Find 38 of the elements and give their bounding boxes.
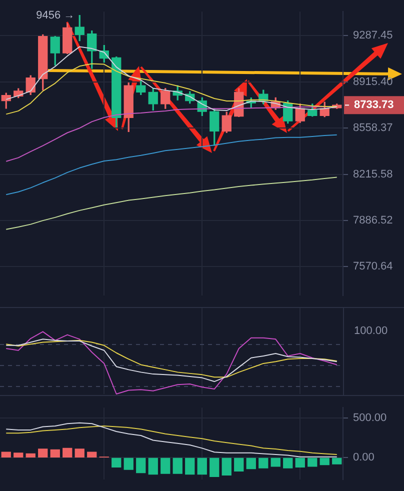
bar	[222, 458, 232, 476]
bar	[258, 458, 268, 468]
bar	[197, 458, 207, 475]
bar	[1, 452, 11, 458]
bar	[38, 448, 48, 458]
bar	[112, 458, 122, 468]
bar	[62, 448, 72, 458]
y-tick-label: 9287.45	[353, 30, 393, 42]
text: 9456 →	[36, 9, 75, 22]
bar	[283, 458, 293, 468]
bar	[172, 458, 182, 474]
bar	[295, 458, 305, 468]
bar	[160, 458, 170, 474]
bar	[210, 458, 220, 478]
bar	[50, 449, 60, 458]
bar	[308, 458, 318, 467]
y-tick-label: 7886.52	[353, 214, 393, 227]
bar	[332, 458, 342, 464]
text: 8733.73	[354, 99, 394, 112]
text: 100.00	[354, 325, 388, 338]
bar	[26, 453, 36, 458]
bar	[124, 458, 134, 470]
y-tick-label: 8215.58	[353, 168, 393, 180]
y-tick-label: 500.00	[353, 412, 387, 424]
bar	[74, 448, 84, 458]
bar	[320, 458, 330, 466]
bar	[185, 458, 195, 475]
bar	[148, 458, 158, 475]
y-tick-label: 7570.64	[353, 260, 393, 273]
bar	[270, 458, 280, 467]
bar	[246, 458, 256, 470]
y-tick-label: 0.00	[353, 452, 374, 464]
y-tick-label: 8558.37	[353, 122, 393, 134]
y-tick-label: 8915.40	[353, 76, 393, 88]
bar	[14, 452, 24, 458]
bar	[234, 458, 244, 472]
bar	[87, 452, 97, 458]
bar	[136, 458, 146, 474]
